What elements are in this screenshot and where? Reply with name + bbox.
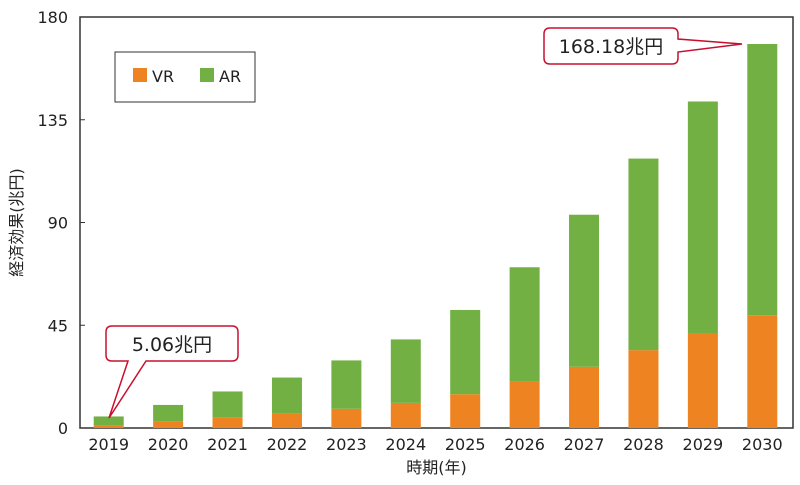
x-tick-label: 2025 [445, 435, 486, 454]
bar-vr-2024 [390, 402, 421, 428]
x-tick-label: 2020 [148, 435, 189, 454]
x-tick-label: 2024 [385, 435, 426, 454]
legend-label-vr: VR [152, 67, 174, 86]
bar-ar-2020 [153, 404, 184, 422]
callout-label-2030: 168.18兆円 [559, 36, 663, 58]
y-tick-label: 180 [37, 8, 68, 27]
bar-ar-2025 [450, 309, 481, 395]
bar-vr-2020 [153, 421, 184, 428]
x-tick-label: 2028 [623, 435, 664, 454]
y-tick-label: 135 [37, 111, 68, 130]
x-tick-label: 2026 [504, 435, 545, 454]
x-tick-label: 2030 [742, 435, 783, 454]
bar-ar-2030 [747, 43, 778, 316]
x-tick-label: 2019 [88, 435, 129, 454]
bar-vr-2026 [509, 381, 540, 428]
legend-label-ar: AR [219, 67, 241, 86]
bar-vr-2027 [569, 366, 600, 428]
y-tick-label: 45 [48, 316, 68, 335]
legend-swatch-ar [200, 68, 214, 82]
bar-vr-2019 [93, 425, 124, 428]
bar-vr-2021 [212, 417, 243, 428]
bar-vr-2025 [450, 394, 481, 428]
x-tick-label: 2029 [683, 435, 724, 454]
bar-ar-2026 [509, 267, 540, 382]
bar-ar-2021 [212, 391, 243, 418]
bar-vr-2029 [687, 333, 718, 428]
x-tick-label: 2023 [326, 435, 367, 454]
bar-vr-2023 [331, 408, 362, 428]
x-tick-label: 2021 [207, 435, 248, 454]
callout-bubble-2030 [543, 27, 743, 65]
bar-vr-2022 [271, 413, 302, 428]
bar-vr-2030 [747, 315, 778, 428]
bar-ar-2024 [390, 339, 421, 403]
bar-ar-2028 [628, 158, 659, 351]
y-tick-label: 90 [48, 214, 68, 233]
bar-ar-2019 [93, 416, 124, 426]
bar-ar-2023 [331, 360, 362, 409]
bar-vr-2028 [628, 350, 659, 428]
bar-ar-2027 [569, 214, 600, 367]
x-tick-label: 2027 [564, 435, 605, 454]
callout-bubble-2019 [105, 325, 239, 419]
x-axis-label: 時期(年) [406, 458, 467, 477]
y-axis-label: 経済効果(兆円) [7, 168, 26, 277]
callout-label-2019: 5.06兆円 [132, 334, 212, 356]
y-tick-label: 0 [58, 419, 68, 438]
legend-swatch-vr [133, 68, 147, 82]
bar-ar-2029 [687, 101, 718, 334]
x-tick-label: 2022 [267, 435, 308, 454]
bar-ar-2022 [271, 377, 302, 414]
